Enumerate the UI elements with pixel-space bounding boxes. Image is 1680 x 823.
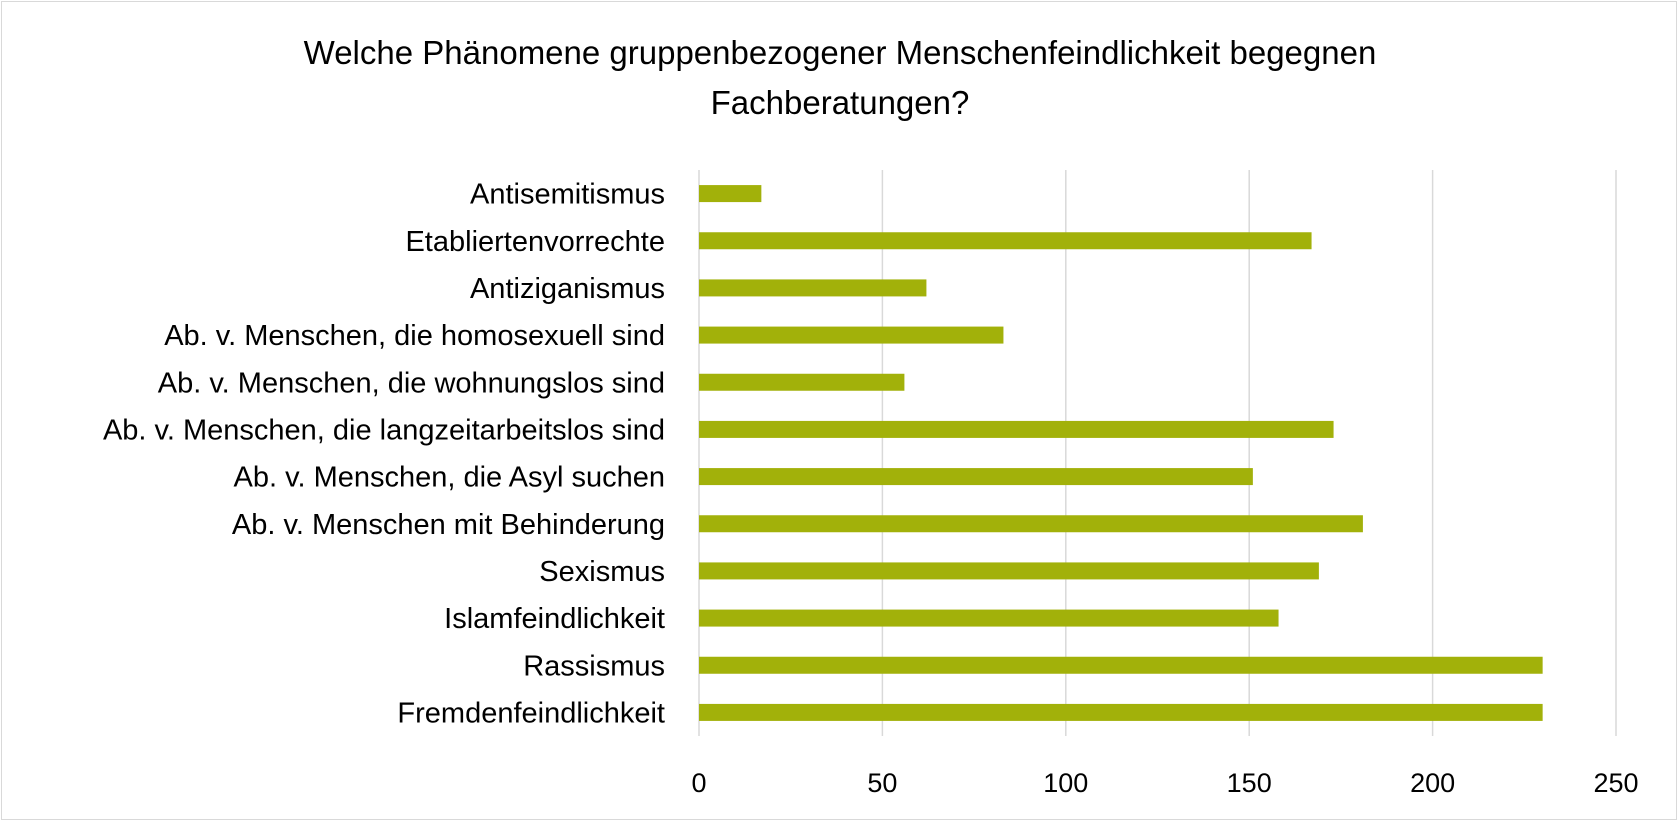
chart-title-line-2: Fachberatungen? xyxy=(711,84,970,121)
bar xyxy=(699,468,1253,486)
bar xyxy=(699,515,1363,533)
bar xyxy=(699,279,927,297)
category-label: Sexismus xyxy=(539,556,665,588)
bar xyxy=(699,232,1312,250)
category-label: Ab. v. Menschen, die Asyl suchen xyxy=(234,462,665,494)
category-label: Antisemitismus xyxy=(470,179,665,211)
category-label: Antiziganismus xyxy=(470,273,665,305)
category-label: Islamfeindlichkeit xyxy=(444,603,665,635)
x-tick-label: 0 xyxy=(691,768,706,798)
category-labels: Antisemitismus Etabliertenvorrechte Antizi… xyxy=(103,179,665,730)
x-axis-tick-labels: 0 50 100 150 200 250 xyxy=(691,768,1638,798)
chart-title-line-1: Welche Phänomene gruppenbezogener Mensch… xyxy=(304,34,1377,71)
x-tick-label: 100 xyxy=(1043,768,1088,798)
category-label: Etabliertenvorrechte xyxy=(405,226,665,258)
bar xyxy=(699,609,1279,627)
category-label: Ab. v. Menschen, die wohnungslos sind xyxy=(158,367,665,399)
bars xyxy=(699,185,1543,721)
category-label: Rassismus xyxy=(523,650,665,682)
category-label: Ab. v. Menschen, die langzeitarbeitslos … xyxy=(103,414,665,446)
bar xyxy=(699,326,1004,344)
x-tick-label: 200 xyxy=(1410,768,1455,798)
x-tick-label: 150 xyxy=(1227,768,1272,798)
bar xyxy=(699,185,762,203)
category-label: Ab. v. Menschen mit Behinderung xyxy=(232,509,665,541)
bar xyxy=(699,703,1543,721)
bar xyxy=(699,420,1334,438)
bar xyxy=(699,373,905,391)
bar xyxy=(699,562,1319,580)
category-label: Ab. v. Menschen, die homosexuell sind xyxy=(164,320,665,352)
x-tick-label: 250 xyxy=(1593,768,1638,798)
gridlines xyxy=(698,170,1617,736)
x-tick-label: 50 xyxy=(867,768,897,798)
category-label: Fremdenfeindlichkeit xyxy=(397,697,665,729)
chart-title: Welche Phänomene gruppenbezogener Mensch… xyxy=(304,34,1377,121)
bar xyxy=(699,656,1543,674)
